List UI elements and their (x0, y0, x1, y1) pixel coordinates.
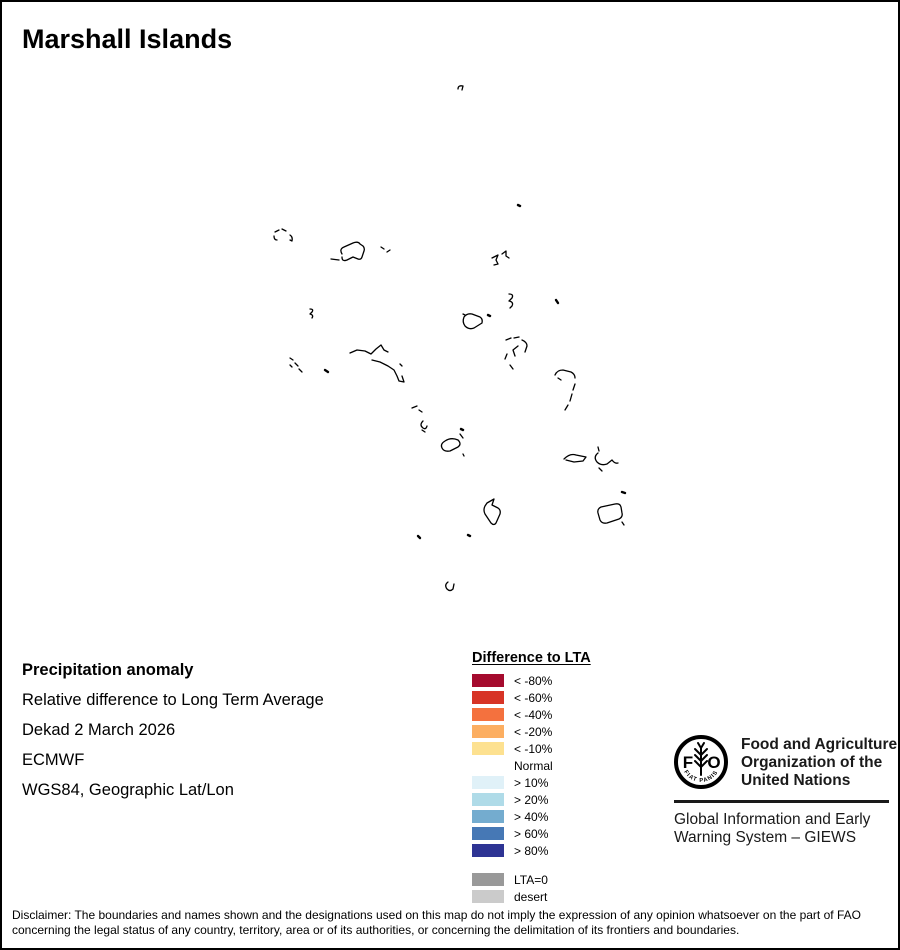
island-outline (323, 368, 330, 374)
legend-label: < -80% (514, 673, 553, 688)
island-outline (309, 308, 314, 319)
island-outline (508, 293, 514, 309)
legend-row: LTA=0 (472, 871, 591, 888)
island-outline (445, 581, 455, 592)
legend-swatch (472, 844, 504, 857)
giews-line: Global Information and Early (674, 811, 871, 828)
legend-row: > 60% (472, 825, 591, 842)
island-outline (486, 313, 492, 318)
fao-name-line: United Nations (741, 772, 851, 789)
island-outline (563, 453, 587, 463)
fao-logo-icon: F O FIAT PANIS (674, 735, 728, 789)
fao-letter-o: O (707, 753, 720, 772)
fao-name-line: Food and Agriculture (741, 736, 898, 753)
legend-row: < -80% (472, 672, 591, 689)
island-outline (554, 298, 560, 305)
legend-swatch (472, 742, 504, 755)
legend-swatch (472, 827, 504, 840)
island-outline (516, 203, 522, 208)
legend-label: > 20% (514, 792, 549, 807)
map-info-projection: WGS84, Geographic Lat/Lon (22, 781, 234, 799)
legend-swatch (472, 873, 504, 886)
legend-swatch (472, 793, 504, 806)
legend-title: Difference to LTA (472, 650, 591, 666)
map-info-subtitle: Relative difference to Long Term Average (22, 691, 324, 709)
legend-swatch (472, 776, 504, 789)
legend-swatch (472, 810, 504, 823)
legend-row: > 80% (472, 842, 591, 859)
legend-row: desert (472, 888, 591, 905)
legend-label: > 10% (514, 775, 549, 790)
island-outline (594, 446, 619, 472)
map-info-block: Precipitation anomaly Relative differenc… (22, 655, 324, 805)
giews-label: Global Information and Early Warning Sys… (674, 811, 870, 847)
fao-letter-f: F (683, 753, 693, 772)
divider (674, 800, 889, 803)
legend-label: < -60% (514, 690, 553, 705)
island-outline (504, 336, 528, 370)
legend-label: > 60% (514, 826, 549, 841)
map-info-heading: Precipitation anomaly (22, 661, 194, 679)
legend-label: desert (514, 889, 548, 904)
legend-label: > 80% (514, 843, 549, 858)
island-outline (380, 246, 391, 253)
map-info-source: ECMWF (22, 751, 85, 769)
fao-name: Food and Agriculture Organization of the… (741, 736, 897, 790)
legend-swatch (472, 708, 504, 721)
island-outline (330, 241, 365, 262)
disclaimer-line: Disclaimer: The boundaries and names sho… (12, 908, 861, 922)
island-outline (483, 498, 501, 526)
island-outline (457, 85, 464, 91)
island-outline (273, 228, 293, 242)
legend-swatch (472, 725, 504, 738)
legend-label: Normal (514, 758, 553, 773)
wheat-icon (694, 742, 708, 776)
legend-row: < -20% (472, 723, 591, 740)
island-outline (411, 405, 428, 433)
legend-label: < -40% (514, 707, 553, 722)
island-outline (554, 369, 576, 411)
island-outline (459, 427, 465, 432)
legend-swatch (472, 674, 504, 687)
legend-row: < -60% (472, 689, 591, 706)
legend-row: < -40% (472, 706, 591, 723)
island-outline (462, 313, 483, 330)
legend-row: > 10% (472, 774, 591, 791)
giews-line: Warning System – GIEWS (674, 829, 857, 846)
legend-row: > 40% (472, 808, 591, 825)
island-outline (466, 533, 472, 538)
page-title: Marshall Islands (22, 24, 233, 54)
legend-swatch (472, 890, 504, 903)
island-outline (620, 490, 627, 495)
legend: Difference to LTA < -80% < -60% < -40% <… (472, 650, 591, 905)
legend-row: > 20% (472, 791, 591, 808)
island-outline (416, 534, 422, 540)
disclaimer: Disclaimer: The boundaries and names sho… (12, 908, 894, 938)
map-info-dekad: Dekad 2 March 2026 (22, 721, 176, 739)
legend-row: < -10% (472, 740, 591, 757)
island-outline (289, 357, 303, 373)
island-outline (349, 344, 405, 383)
island-outline (440, 433, 465, 457)
island-outline (491, 250, 510, 266)
legend-swatch (472, 691, 504, 704)
legend-label: > 40% (514, 809, 549, 824)
disclaimer-line: concerning the legal status of any count… (12, 923, 740, 937)
legend-label: < -10% (514, 741, 553, 756)
legend-label: < -20% (514, 724, 553, 739)
legend-label: LTA=0 (514, 872, 548, 887)
legend-swatch (472, 759, 504, 772)
island-group (273, 85, 627, 592)
island-outline (597, 503, 625, 526)
legend-row: Normal (472, 757, 591, 774)
fao-name-line: Organization of the (741, 754, 883, 771)
